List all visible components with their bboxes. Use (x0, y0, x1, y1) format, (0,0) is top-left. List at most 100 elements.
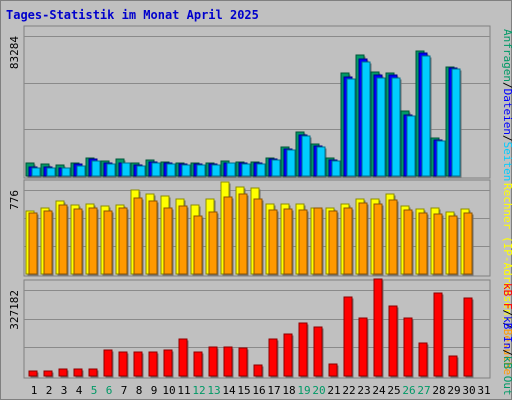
legend-item: Anfragen (501, 29, 512, 82)
x-tick-label: 2 (46, 384, 53, 397)
legend-item: / (501, 310, 512, 317)
legend-text: Rechner (IP-Adressen)/Besuche (501, 183, 512, 375)
bar-besuche-day-29 (448, 215, 459, 276)
bar-seiten-day-29 (451, 68, 462, 178)
x-tick-label: 29 (447, 384, 460, 397)
bar-kb-f-day-7 (118, 351, 129, 378)
bar-besuche-day-16 (253, 198, 264, 276)
bar-kb-f-day-30 (463, 297, 474, 378)
bar-seiten-day-25 (391, 77, 402, 178)
x-tick-label: 19 (297, 384, 310, 397)
bar-kb-f-day-23 (358, 317, 369, 378)
bar-kb-f-day-12 (193, 351, 204, 378)
bar-seiten-day-1 (31, 167, 42, 178)
bar-seiten-day-28 (436, 140, 447, 178)
bar-kb-f-day-1 (28, 370, 39, 378)
bar-seiten-day-18 (286, 149, 297, 178)
x-tick-label: 6 (106, 384, 113, 397)
x-tick-label: 10 (162, 384, 175, 397)
legend-text: kB F/kB In/kB Out (501, 283, 512, 396)
bar-kb-f-day-20 (313, 326, 324, 378)
x-tick-label: 4 (76, 384, 83, 397)
bar-besuche-day-5 (88, 207, 99, 276)
x-tick-label: 5 (91, 384, 98, 397)
x-tick-label: 31 (477, 384, 490, 397)
legend-item: kB Out (501, 356, 512, 396)
x-tick-label: 28 (432, 384, 445, 397)
x-tick-label: 16 (252, 384, 265, 397)
bar-besuche-day-2 (43, 210, 54, 276)
bar-seiten-day-21 (331, 160, 342, 178)
bar-kb-f-day-22 (343, 296, 354, 378)
bar-kb-f-day-19 (298, 322, 309, 378)
x-tick-label: 3 (61, 384, 68, 397)
visits-panel: 776 Rechner (IP-Adressen)/Besuche (8, 179, 512, 375)
bar-kb-f-day-10 (163, 349, 174, 378)
legend-item: / (501, 349, 512, 356)
bar-seiten-day-5 (91, 160, 102, 178)
bar-besuche-day-11 (178, 205, 189, 276)
bar-seiten-day-20 (316, 146, 327, 178)
bar-kb-f-day-16 (253, 364, 264, 378)
x-tick-label: 15 (237, 384, 250, 397)
bar-besuche-day-8 (133, 197, 144, 276)
x-tick-label: 9 (151, 384, 158, 397)
x-tick-label: 18 (282, 384, 295, 397)
x-tick-label: 11 (177, 384, 190, 397)
bar-kb-f-day-28 (433, 292, 444, 378)
bar-kb-f-day-24 (373, 278, 384, 378)
bar-kb-f-day-17 (268, 338, 279, 378)
bar-kb-f-day-14 (223, 346, 234, 378)
requests-panel: 83284 Anfragen/Dateien/Seiten (8, 25, 512, 181)
bar-seiten-day-7 (121, 162, 132, 178)
bar-seiten-day-4 (76, 165, 87, 178)
bar-besuche-day-17 (268, 209, 279, 276)
bar-besuche-day-4 (73, 208, 84, 276)
bar-kb-f-day-9 (148, 351, 159, 378)
bar-seiten-day-12 (196, 164, 207, 178)
bar-seiten-day-16 (256, 163, 267, 178)
bar-seiten-day-26 (406, 115, 417, 178)
bar-seiten-day-13 (211, 164, 222, 178)
bar-seiten-day-9 (151, 162, 162, 178)
x-tick-label: 8 (136, 384, 143, 397)
bar-besuche-day-9 (148, 200, 159, 276)
bar-kb-f-day-13 (208, 346, 219, 378)
bar-kb-f-day-18 (283, 333, 294, 378)
legend-text: Anfragen/Dateien/Seiten (501, 29, 512, 181)
bar-besuche-day-21 (328, 210, 339, 276)
bar-besuche-day-27 (418, 212, 429, 276)
bar-besuche-day-13 (208, 211, 219, 276)
bar-besuche-day-20 (313, 207, 324, 276)
y-axis-max-label: 327182 (8, 290, 21, 330)
bar-kb-f-day-29 (448, 355, 459, 378)
bar-seiten-day-2 (46, 167, 57, 178)
bar-besuche-day-10 (163, 207, 174, 276)
x-tick-label: 22 (342, 384, 355, 397)
x-tick-label: 21 (327, 384, 340, 397)
bar-kb-f-day-5 (88, 368, 99, 378)
bar-kb-f-day-3 (58, 368, 69, 378)
x-tick-label: 27 (417, 384, 430, 397)
bar-besuche-day-12 (193, 215, 204, 276)
y-axis-max-label: 83284 (8, 36, 21, 69)
chart-title: Tages-Statistik im Monat April 2025 (6, 8, 259, 22)
bar-seiten-day-11 (181, 164, 192, 178)
bar-besuche-day-25 (388, 199, 399, 276)
bar-kb-f-day-25 (388, 305, 399, 378)
bar-seiten-day-3 (61, 167, 72, 178)
x-tick-label: 13 (207, 384, 220, 397)
legend: kB F/kB In/kB Out (501, 283, 512, 396)
bar-besuche-day-28 (433, 213, 444, 276)
bar-besuche-day-1 (28, 212, 39, 276)
bar-besuche-day-15 (238, 193, 249, 276)
bar-kb-f-day-21 (328, 363, 339, 378)
x-tick-label: 30 (462, 384, 475, 397)
bar-seiten-day-27 (421, 55, 432, 178)
y-axis-max-label: 776 (8, 190, 21, 210)
bar-seiten-day-17 (271, 159, 282, 178)
bar-besuche-day-3 (58, 204, 69, 276)
legend-item: / (501, 82, 512, 89)
